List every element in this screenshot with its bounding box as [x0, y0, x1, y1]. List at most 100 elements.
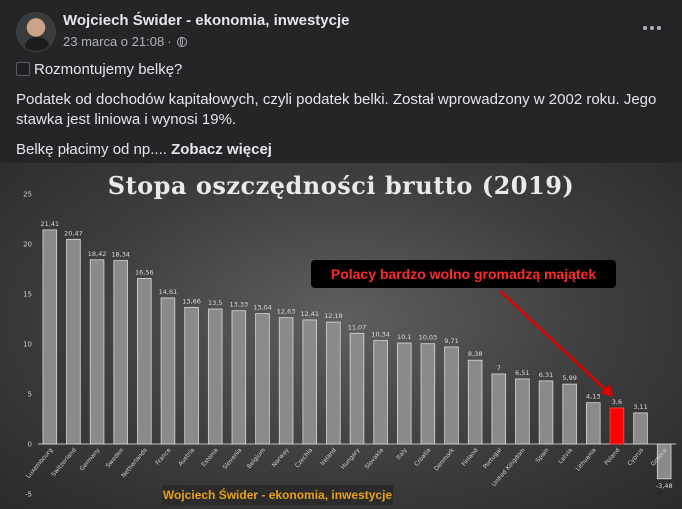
bar [113, 260, 128, 445]
data-label: 16,56 [135, 268, 154, 276]
category-label: Latvia [557, 447, 574, 466]
y-tick-label: 20 [23, 241, 32, 249]
post-line-3: Belkę płacimy od np.... Zobacz więcej [16, 140, 666, 160]
dot-icon [650, 26, 654, 30]
data-label: 18,34 [111, 251, 130, 259]
category-label: Estonia [200, 447, 220, 469]
y-tick-label: 25 [23, 191, 32, 199]
category-label: Belgium [246, 447, 267, 470]
data-label: 18,42 [88, 250, 107, 258]
y-tick-label: 0 [28, 441, 32, 449]
data-label: 14,61 [159, 288, 178, 296]
bar [255, 313, 270, 445]
data-label: 3,6 [612, 398, 622, 406]
post-text: Rozmontujemy belkę? Podatek od dochodów … [16, 60, 666, 170]
data-label: 21,41 [41, 220, 60, 228]
post-meta: 23 marca o 21:08 · [63, 34, 187, 49]
y-tick-label: 15 [23, 291, 32, 299]
category-label: Poland [603, 447, 621, 467]
category-label: Cyprus [626, 447, 645, 468]
bar-chart: -5 0 5 10 15 20 25 21,41 Luxembourg 20,47 Switzerl… [23, 191, 676, 499]
category-label: Portugal [482, 447, 504, 471]
chart-watermark: Wojciech Świder - ekonomia, inwestycje [162, 485, 393, 505]
data-label: 4,13 [586, 393, 600, 401]
bar [326, 321, 341, 445]
annotation-arrow-head [600, 384, 613, 397]
bar [397, 342, 412, 445]
globe-icon [176, 36, 187, 47]
data-label: 7 [497, 364, 501, 372]
post-line-2: Podatek od dochodów kapitałowych, czyli … [16, 91, 657, 128]
category-label: Austria [177, 447, 196, 468]
data-label: 8,38 [468, 350, 482, 358]
bar [633, 412, 648, 445]
category-label: Hungary [340, 446, 362, 470]
category-label: Slovakia [364, 447, 386, 471]
category-label: Sweden [105, 447, 126, 470]
black-square-icon [16, 62, 30, 76]
category-label: Lithuania [575, 447, 598, 473]
category-label: Finland [461, 447, 480, 468]
bar [420, 343, 436, 445]
meta-separator: · [167, 34, 172, 49]
data-label: 11,07 [348, 323, 367, 331]
data-label: 13,04 [253, 304, 272, 312]
y-tick-label: -5 [25, 491, 32, 499]
see-more-link[interactable]: Zobacz więcej [171, 141, 272, 158]
bar [538, 380, 554, 445]
bar [42, 229, 58, 445]
data-label: 12,19 [324, 312, 343, 320]
data-label: 10,1 [397, 333, 411, 341]
category-label: Norway [271, 446, 291, 468]
data-label: 10,34 [371, 331, 390, 339]
post-date[interactable]: 23 marca o 21:08 [63, 34, 165, 49]
bar [562, 383, 577, 445]
bar [349, 332, 365, 445]
bar [89, 259, 105, 445]
chart-annotation: Polacy bardzo wolno gromadzą majątek [311, 260, 616, 288]
data-label: 9,71 [444, 337, 458, 345]
chart-title: Stopa oszczędności brutto (2019) [107, 171, 575, 200]
bar [302, 319, 317, 445]
category-label: Slovenia [222, 447, 244, 471]
category-label: Luxembourg [25, 447, 55, 480]
category-label: Italy [395, 446, 409, 461]
bar [515, 378, 530, 445]
bar [160, 297, 176, 445]
data-label: 13,66 [182, 297, 201, 305]
more-options-button[interactable] [638, 18, 666, 38]
bar [467, 359, 483, 445]
bar [586, 402, 601, 445]
bar [444, 346, 459, 445]
data-label: 10,03 [419, 334, 438, 342]
data-label: 6,31 [539, 371, 553, 379]
data-label: 20,47 [64, 229, 83, 237]
category-label: Croatia [413, 447, 432, 468]
data-label: 13,33 [230, 301, 249, 309]
dot-icon [657, 26, 661, 30]
data-label: 5,99 [562, 374, 576, 382]
category-label: Ireland [319, 447, 338, 468]
data-label: -3,48 [656, 482, 673, 490]
bar [66, 238, 81, 445]
bar [137, 278, 152, 445]
annotation-arrow-line [499, 290, 609, 393]
y-tick-label: 5 [28, 391, 32, 399]
dot-icon [643, 26, 647, 30]
bar [231, 310, 247, 445]
bar [373, 340, 388, 445]
category-label: France [154, 447, 172, 467]
bar [491, 373, 507, 445]
bar [278, 317, 294, 445]
bar [609, 407, 625, 445]
author-name[interactable]: Wojciech Świder - ekonomia, inwestycje [63, 12, 350, 29]
chart-image[interactable]: Stopa oszczędności brutto (2019) -5 0 5 10 1… [0, 163, 682, 509]
y-tick-label: 10 [23, 341, 32, 349]
data-label: 3,11 [633, 403, 647, 411]
category-label: Czechia [294, 447, 315, 470]
data-label: 6,51 [515, 369, 529, 377]
category-label: Denmark [433, 446, 456, 472]
category-label: Switzerland [50, 447, 78, 478]
avatar[interactable] [16, 12, 56, 52]
bar [184, 306, 199, 445]
